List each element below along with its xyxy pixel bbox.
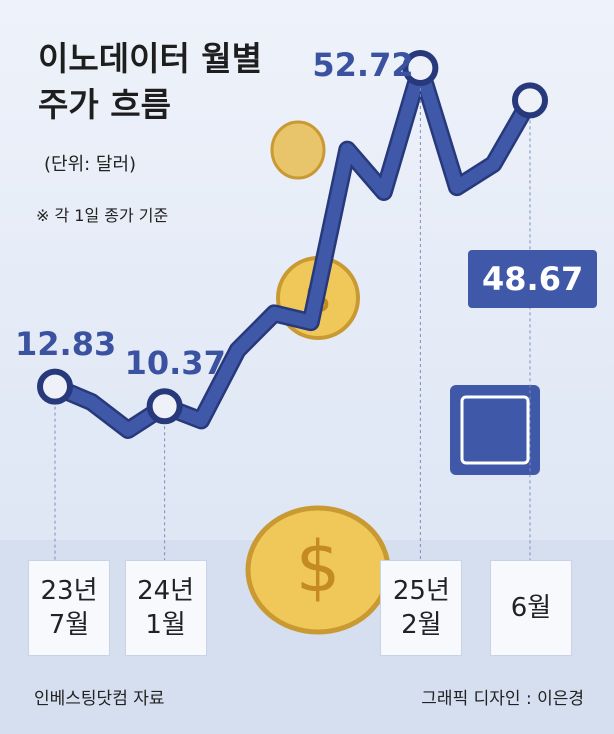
category-label: 24년 1월 <box>124 560 207 656</box>
value-label: 52.72 <box>312 46 414 84</box>
point <box>402 50 439 86</box>
point <box>37 368 73 405</box>
title: 이노데이터 월별 주가 흐름 <box>38 39 263 124</box>
category-text: 25년 2월 <box>392 576 450 640</box>
category-text: 6월 <box>510 593 552 623</box>
line <box>48 61 537 437</box>
category-label: 25년 2월 <box>380 560 463 656</box>
source: 인베스팅닷컴 자료 <box>34 689 165 709</box>
category-text: 23년 7월 <box>40 576 98 640</box>
point <box>146 388 183 425</box>
value-label: 10.37 <box>124 344 226 383</box>
svg-text:$: $ <box>296 526 341 608</box>
value-label: 48.67 <box>468 250 598 309</box>
point <box>512 82 548 119</box>
note: ※ 각 1일 종가 기준 <box>36 206 169 225</box>
value-label: 12.83 <box>15 324 117 363</box>
category-text: 24년 1월 <box>137 576 195 640</box>
subtitle: (단위: 달러) <box>44 154 137 175</box>
credit: 그래픽 디자인 : 이은경 <box>421 689 584 709</box>
category-label: 6월 <box>490 560 572 656</box>
category-label: 23년 7월 <box>28 560 110 656</box>
chip-icon <box>450 385 540 475</box>
coin-decoration: $ $ <box>245 120 391 635</box>
